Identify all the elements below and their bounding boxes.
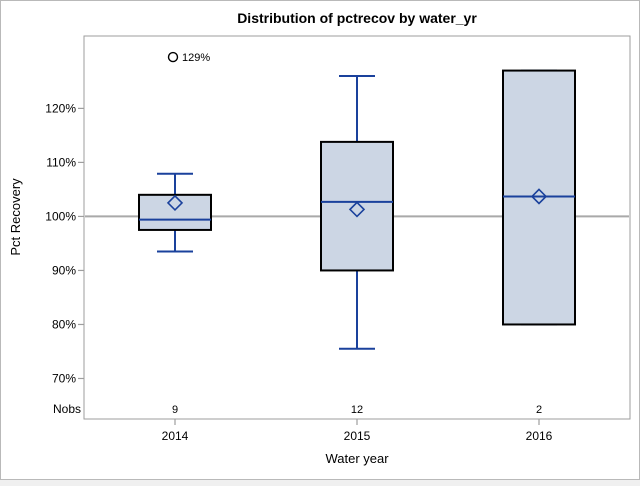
nobs-value: 2 xyxy=(536,404,542,416)
nobs-row-label: Nobs xyxy=(53,402,81,416)
mean-diamond-marker xyxy=(530,188,548,205)
mean-diamond-marker xyxy=(166,194,184,212)
nobs-value: 12 xyxy=(351,404,363,416)
y-tick-label: 100% xyxy=(45,209,76,223)
chart-title: Distribution of pctrecov by water_yr xyxy=(237,10,477,26)
outlier-label: 129% xyxy=(182,52,210,64)
y-tick-label: 70% xyxy=(52,371,76,385)
x-tick-label: 2016 xyxy=(526,429,553,443)
mean-diamond-marker xyxy=(348,201,366,218)
y-tick-label: 90% xyxy=(52,263,76,277)
y-axis-title: Pct Recovery xyxy=(8,178,23,256)
iqr-box xyxy=(502,69,576,326)
x-tick-label: 2014 xyxy=(162,429,189,443)
iqr-box xyxy=(138,193,212,231)
nobs-value: 9 xyxy=(172,404,178,416)
y-tick-label: 80% xyxy=(52,317,76,331)
outlier-marker xyxy=(167,51,179,63)
x-tick-label: 2015 xyxy=(344,429,371,443)
plot-area: 70% 80% 90% 100% 110% 120% 2014 9 2015 12 2016 2 129… xyxy=(45,35,631,443)
iqr-box xyxy=(320,140,394,272)
y-tick-label: 120% xyxy=(45,101,76,115)
y-tick-label: 110% xyxy=(46,155,76,169)
x-axis-title: Water year xyxy=(325,451,389,466)
